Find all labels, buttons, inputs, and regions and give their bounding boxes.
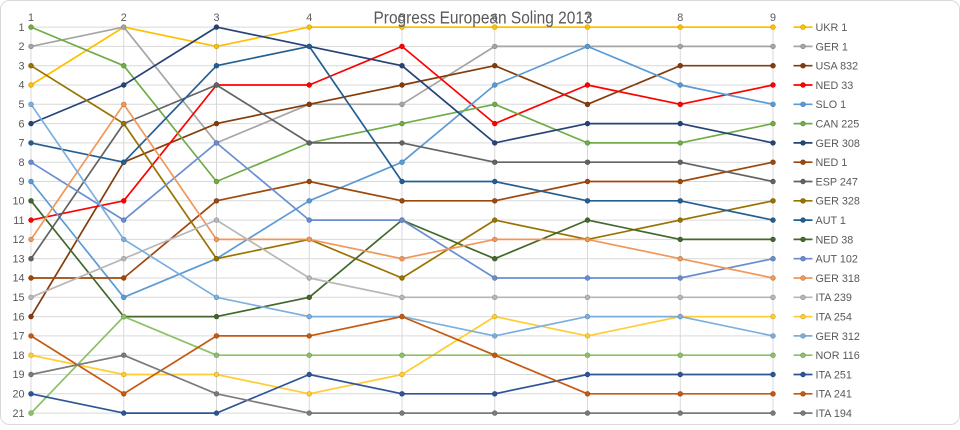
svg-text:21: 21 [12, 408, 24, 420]
svg-text:GER 312: GER 312 [816, 331, 860, 343]
svg-text:6: 6 [492, 12, 498, 24]
svg-text:3: 3 [18, 60, 24, 72]
svg-text:15: 15 [12, 292, 24, 304]
svg-text:11: 11 [13, 215, 24, 227]
svg-text:8: 8 [677, 12, 683, 24]
svg-text:9: 9 [770, 12, 776, 24]
svg-text:6: 6 [18, 118, 24, 130]
svg-text:4: 4 [306, 12, 312, 24]
svg-text:5: 5 [18, 99, 24, 111]
svg-text:NED 38: NED 38 [816, 234, 854, 246]
svg-text:ITA 251: ITA 251 [816, 369, 852, 381]
svg-text:GER 328: GER 328 [816, 196, 860, 208]
svg-text:UKR 1: UKR 1 [816, 22, 848, 34]
svg-text:7: 7 [584, 12, 590, 24]
svg-text:18: 18 [12, 350, 24, 362]
svg-text:19: 19 [12, 369, 24, 381]
svg-text:10: 10 [12, 196, 24, 208]
svg-text:ITA 254: ITA 254 [816, 312, 852, 324]
svg-text:16: 16 [12, 311, 24, 323]
svg-text:20: 20 [12, 389, 24, 401]
svg-text:12: 12 [12, 234, 24, 246]
svg-text:AUT 102: AUT 102 [816, 254, 858, 266]
svg-text:SLO 1: SLO 1 [816, 99, 847, 111]
svg-text:17: 17 [12, 331, 24, 343]
svg-text:ESP 247: ESP 247 [816, 176, 858, 188]
svg-text:ITA 239: ITA 239 [816, 292, 852, 304]
svg-text:ITA 241: ITA 241 [816, 389, 852, 401]
svg-text:Progress European Soling 2013: Progress European Soling 2013 [374, 8, 593, 28]
svg-text:4: 4 [18, 80, 24, 92]
svg-text:5: 5 [399, 12, 405, 24]
svg-text:USA 832: USA 832 [816, 61, 859, 73]
svg-text:9: 9 [18, 176, 24, 188]
svg-text:ITA 194: ITA 194 [816, 408, 852, 420]
svg-text:GER 318: GER 318 [816, 273, 860, 285]
svg-text:NOR 116: NOR 116 [816, 350, 860, 362]
svg-text:14: 14 [12, 273, 24, 285]
svg-text:AUT 1: AUT 1 [816, 215, 846, 227]
svg-text:NED 1: NED 1 [816, 157, 848, 169]
svg-text:2: 2 [121, 12, 127, 24]
svg-text:1: 1 [18, 22, 24, 34]
svg-text:13: 13 [12, 253, 24, 265]
svg-text:1: 1 [28, 12, 34, 24]
svg-text:CAN 225: CAN 225 [816, 119, 860, 131]
svg-text:3: 3 [213, 12, 219, 24]
svg-text:NED 33: NED 33 [816, 80, 854, 92]
svg-text:8: 8 [18, 157, 24, 169]
svg-text:7: 7 [18, 138, 24, 150]
svg-text:2: 2 [18, 41, 24, 53]
svg-text:GER 308: GER 308 [816, 138, 860, 150]
svg-text:GER 1: GER 1 [816, 41, 848, 53]
